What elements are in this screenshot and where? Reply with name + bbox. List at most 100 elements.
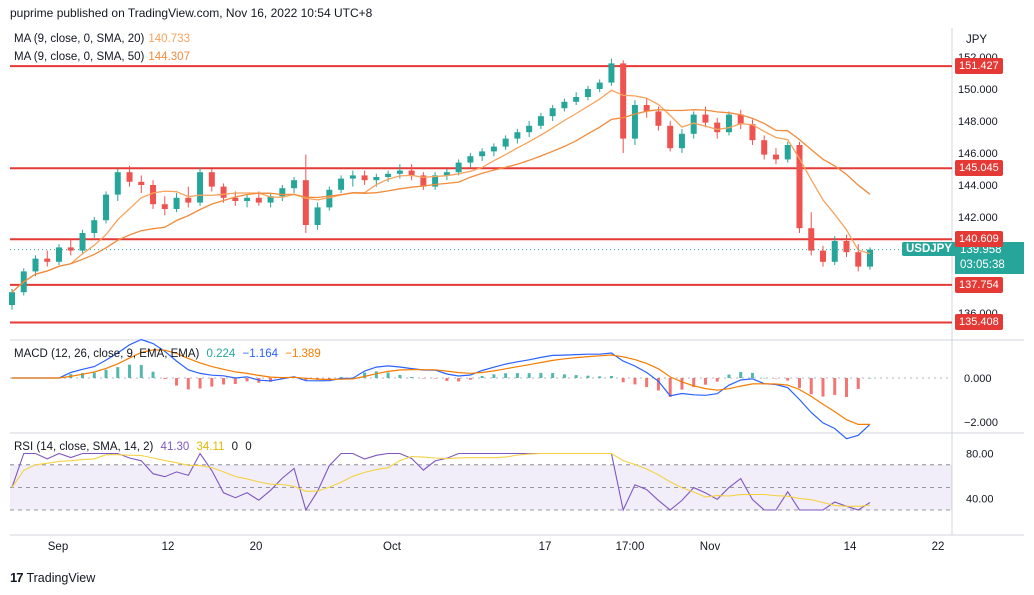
macd-hist-value: 0.224	[206, 348, 236, 360]
candle-body	[91, 220, 98, 233]
level-price-label: 140.609	[955, 231, 1003, 248]
candle-body	[420, 175, 427, 187]
macd-histogram-bar	[633, 378, 637, 385]
rsi-legend[interactable]: RSI (14, close, SMA, 14, 2) 41.30 34.11 …	[14, 441, 256, 453]
candle-body	[408, 170, 415, 176]
candle-body	[561, 101, 568, 109]
candle-body	[714, 122, 721, 133]
macd-histogram-bar	[750, 372, 754, 378]
price-tick-label: 150.000	[958, 84, 998, 96]
macd-histogram-bar	[774, 378, 778, 379]
candle-body	[267, 196, 274, 203]
price-tick-label: 142.000	[958, 212, 998, 224]
macd-signal-value: −1.389	[285, 348, 321, 360]
candle-body	[761, 140, 768, 155]
candle-body	[32, 258, 39, 272]
macd-histogram-bar	[598, 376, 602, 378]
macd-histogram-bar	[727, 374, 731, 378]
candle-body	[596, 82, 603, 89]
macd-histogram-bar	[504, 373, 508, 378]
candle-body	[173, 197, 180, 209]
macd-histogram-bar	[104, 369, 108, 378]
candle-body	[737, 114, 744, 125]
candle-body	[796, 145, 803, 229]
macd-histogram-bar	[410, 377, 414, 378]
macd-histogram-bar	[233, 378, 237, 385]
symbol-badge[interactable]: USDJPY	[902, 242, 957, 256]
macd-histogram-bar	[656, 378, 660, 391]
candle-body	[314, 207, 321, 225]
candle-body	[843, 241, 850, 253]
candle-body	[361, 175, 368, 181]
candle-body	[584, 89, 591, 97]
candle-body	[220, 186, 227, 198]
published-caption: puprime published on TradingView.com, No…	[10, 6, 373, 20]
candle-body	[467, 156, 474, 163]
candle-body	[302, 180, 309, 225]
rsi-div-value-2: 0	[245, 441, 252, 453]
macd-legend[interactable]: MACD (12, 26, close, 9, EMA, EMA) 0.224 …	[14, 348, 325, 360]
candle-body	[514, 132, 521, 139]
macd-histogram-bar	[703, 378, 707, 385]
macd-histogram-bar	[739, 371, 743, 378]
candle-body	[326, 189, 333, 208]
tradingview-footer[interactable]: 17 TradingView	[10, 570, 95, 585]
ma50-label: MA (9, close, 0, SMA, 50)	[14, 51, 145, 63]
macd-histogram-bar	[163, 378, 167, 380]
macd-histogram-bar	[868, 377, 872, 379]
macd-histogram-bar	[445, 378, 449, 381]
time-axis-label: 14	[844, 541, 857, 553]
macd-histogram-bar	[797, 378, 801, 389]
candle-body	[373, 177, 380, 181]
candle-body	[502, 138, 509, 147]
candle-body	[197, 172, 204, 203]
candle-body	[455, 162, 462, 173]
candle-body	[103, 194, 110, 221]
time-axis-label: Oct	[383, 541, 402, 553]
candle-body	[608, 63, 615, 83]
candle-body	[56, 247, 63, 262]
macd-histogram-bar	[574, 375, 578, 378]
ma20-line	[11, 89, 871, 293]
ma-legend-50[interactable]: MA (9, close, 0, SMA, 50) 144.307	[14, 51, 194, 63]
symbol-name: USDJPY	[906, 243, 953, 255]
candle-body	[396, 170, 403, 174]
macd-histogram-bar	[480, 375, 484, 378]
price-tick-label: 146.000	[958, 148, 998, 160]
ma-legend-20[interactable]: MA (9, close, 0, SMA, 20) 140.733	[14, 33, 194, 45]
macd-histogram-bar	[468, 378, 472, 380]
macd-histogram-bar	[762, 377, 766, 379]
macd-histogram-bar	[621, 378, 625, 383]
macd-histogram-bar	[139, 365, 143, 378]
candle-body	[643, 105, 650, 112]
macd-histogram-bar	[128, 364, 132, 378]
macd-histogram-bar	[844, 378, 848, 397]
candle-body	[208, 172, 215, 187]
candle-body	[232, 197, 239, 201]
macd-histogram-bar	[680, 378, 684, 390]
macd-histogram-bar	[210, 378, 214, 387]
macd-histogram-bar	[715, 378, 719, 382]
time-axis-label: 12	[162, 541, 175, 553]
candle-body	[479, 151, 486, 157]
time-axis-label: Nov	[700, 541, 721, 553]
macd-histogram-bar	[586, 375, 590, 378]
time-axis-label: 17:00	[616, 541, 645, 553]
macd-histogram-bar	[304, 378, 308, 381]
candle-body	[549, 108, 556, 117]
rsi-value: 41.30	[160, 441, 190, 453]
candle-body	[432, 175, 439, 187]
candle-body	[126, 172, 133, 182]
rsi-tick-label: 40.00	[966, 494, 994, 506]
time-axis-label: 20	[250, 541, 263, 553]
macd-signal-line	[12, 349, 870, 425]
macd-histogram-bar	[398, 374, 402, 378]
macd-histogram-bar	[363, 372, 367, 378]
macd-histogram-bar	[492, 374, 496, 378]
macd-histogram-bar	[186, 378, 190, 390]
ma50-value: 144.307	[148, 51, 190, 63]
candle-body	[573, 97, 580, 102]
macd-label: MACD (12, 26, close, 9, EMA, EMA)	[14, 348, 200, 360]
macd-histogram-bar	[527, 373, 531, 378]
